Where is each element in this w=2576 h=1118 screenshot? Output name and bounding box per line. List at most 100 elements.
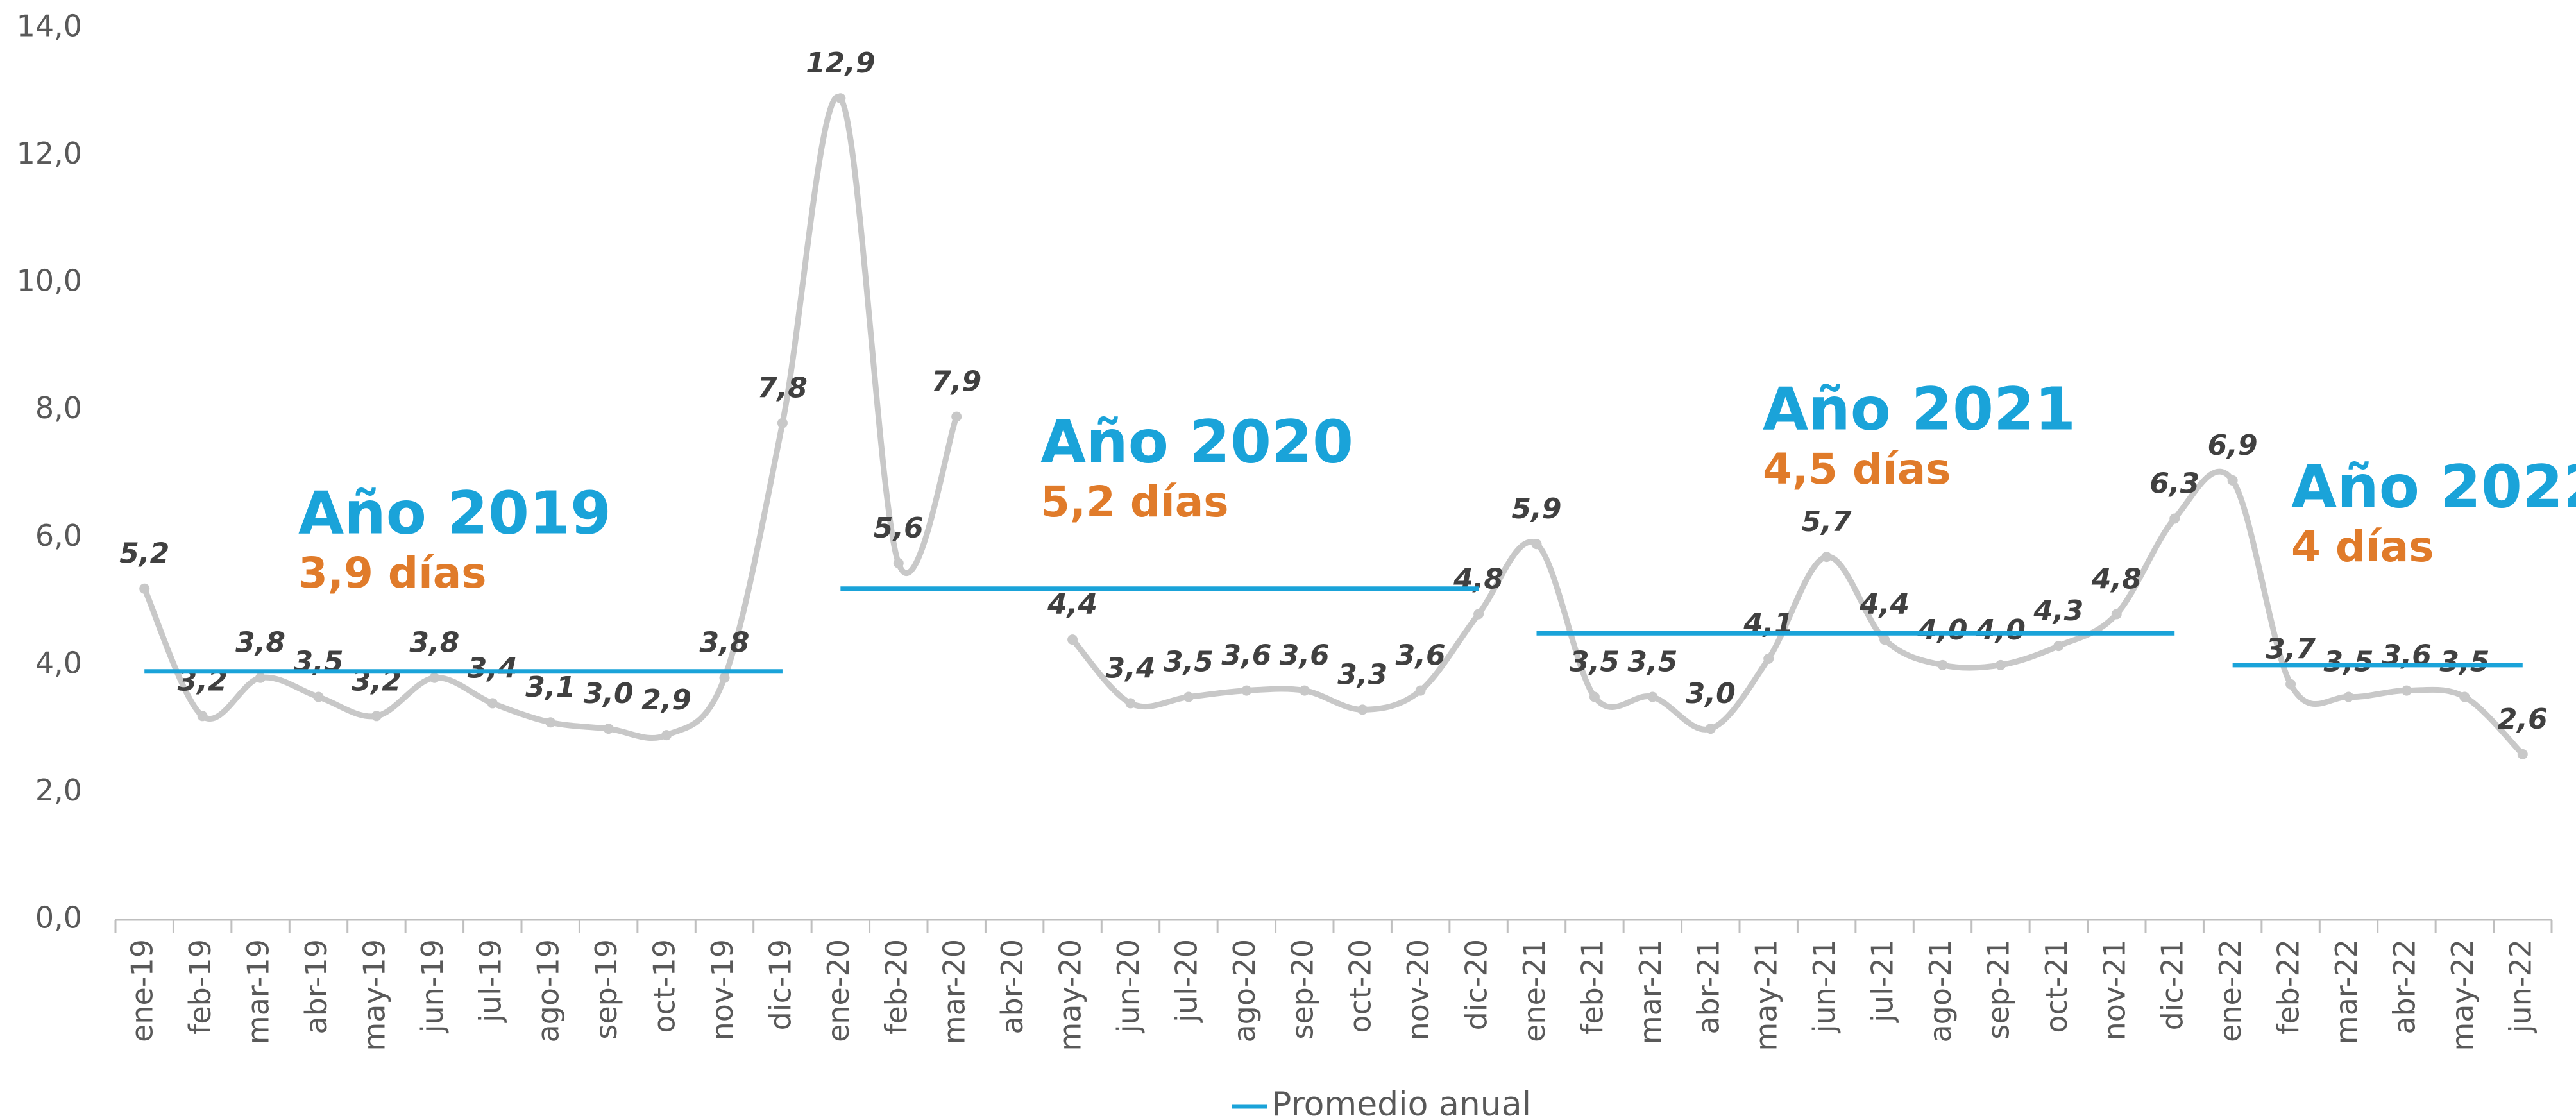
point [2343, 691, 2354, 702]
data-label: 4,3 [2033, 595, 2083, 627]
point [1415, 685, 1426, 696]
point [1937, 659, 1948, 670]
data-label: 12,9 [806, 47, 876, 80]
data-label: 3,6 [1396, 639, 1446, 672]
annotation-value: 3,9 días [298, 548, 487, 598]
data-label: 6,3 [2149, 468, 2199, 500]
point [2517, 749, 2528, 759]
data-label: 3,5 [1164, 646, 1214, 679]
point [1357, 704, 1368, 715]
x-tick-label: ene-21 [1517, 939, 1552, 1042]
x-tick-label: abr-19 [299, 939, 334, 1035]
data-label: 5,2 [119, 538, 169, 570]
data-label: 3,5 [2439, 646, 2489, 679]
x-tick-label: dic-21 [2155, 939, 2190, 1030]
x-tick-label: jul-20 [1169, 939, 1203, 1023]
point [1995, 659, 2006, 670]
data-label: 3,5 [1627, 646, 1677, 679]
x-tick-label: sep-20 [1285, 939, 1319, 1040]
data-label: 3,0 [584, 677, 634, 710]
point [1821, 552, 1832, 563]
point [2111, 609, 2122, 620]
x-tick-label: mar-22 [2329, 939, 2364, 1044]
x-tick-label: feb-21 [1575, 939, 1609, 1035]
annotation-title: Año 2022 [2291, 452, 2576, 521]
data-label: 5,7 [1802, 505, 1852, 538]
point [951, 411, 962, 422]
x-tick-label: feb-22 [2271, 939, 2306, 1035]
point [2459, 691, 2470, 702]
x-tick-label: sep-21 [1981, 939, 2015, 1040]
y-tick-label: 8,0 [35, 391, 82, 425]
x-tick-label: abr-21 [1691, 939, 1725, 1035]
point [545, 717, 556, 728]
point [893, 558, 904, 568]
x-tick-label: nov-20 [1401, 939, 1436, 1040]
y-tick-label: 2,0 [35, 773, 82, 808]
point [1647, 691, 1658, 702]
x-tick-label: jun-22 [2503, 939, 2538, 1033]
x-tick-label: ago-20 [1227, 939, 1262, 1043]
data-label: 4,0 [1917, 614, 1968, 647]
data-label: 2,9 [641, 684, 691, 716]
y-tick-label: 4,0 [35, 645, 82, 680]
point [2227, 475, 2238, 486]
data-label: 3,5 [2324, 646, 2374, 679]
annotation-title: Año 2020 [1040, 407, 1353, 476]
x-tick-label: mar-20 [937, 939, 972, 1044]
x-tick-label: sep-19 [589, 939, 623, 1040]
point [2169, 513, 2180, 524]
point [313, 691, 324, 702]
x-tick-label: ene-20 [821, 939, 856, 1042]
x-tick-label: jun-20 [1111, 939, 1146, 1033]
x-tick-label: ago-21 [1923, 939, 1958, 1043]
data-label: 4,4 [1859, 588, 1910, 621]
data-label: 5,9 [1512, 493, 1562, 525]
legend-label: Promedio anual [1271, 1085, 1531, 1118]
data-label: 3,3 [1337, 658, 1387, 691]
x-tick-label: may-21 [1749, 939, 1784, 1051]
point [835, 93, 846, 104]
data-label: 7,9 [931, 366, 981, 398]
data-label: 3,5 [1570, 646, 1620, 679]
point [429, 672, 440, 683]
x-tick-label: nov-19 [705, 939, 740, 1040]
x-tick-label: may-22 [2445, 939, 2480, 1051]
x-tick-label: feb-19 [183, 939, 217, 1035]
x-tick-label: jul-21 [1865, 939, 1900, 1023]
data-label: 7,8 [758, 372, 808, 405]
y-tick-label: 12,0 [17, 136, 82, 171]
x-tick-label: mar-19 [241, 939, 276, 1044]
point [1763, 653, 1774, 664]
x-tick-label: jun-19 [415, 939, 450, 1033]
y-tick-label: 0,0 [35, 901, 82, 935]
data-label: 3,8 [235, 627, 285, 659]
point [1299, 685, 1310, 696]
data-label: 4,0 [1975, 614, 2026, 647]
data-label: 3,4 [468, 652, 518, 684]
point [2285, 679, 2296, 690]
point [1589, 691, 1600, 702]
data-label: 3,8 [409, 627, 459, 659]
annotation-value: 4,5 días [1763, 445, 1951, 494]
point [603, 724, 614, 734]
annotation-title: Año 2021 [1763, 375, 2076, 443]
data-label: 5,6 [874, 512, 924, 545]
x-tick-label: dic-20 [1459, 939, 1494, 1030]
x-tick-label: ene-22 [2213, 939, 2248, 1042]
x-tick-label: abr-20 [995, 939, 1030, 1035]
point [1473, 609, 1484, 620]
data-label: 3,1 [525, 671, 575, 704]
data-label: 3,4 [1106, 652, 1156, 684]
data-label: 3,0 [1686, 677, 1736, 710]
data-label: 3,7 [2266, 633, 2316, 666]
x-tick-label: oct-19 [647, 939, 682, 1033]
point [1879, 634, 1890, 645]
point [661, 730, 672, 741]
y-tick-label: 10,0 [17, 264, 82, 298]
x-tick-label: mar-21 [1633, 939, 1668, 1044]
point [1183, 691, 1194, 702]
point [1125, 698, 1136, 709]
